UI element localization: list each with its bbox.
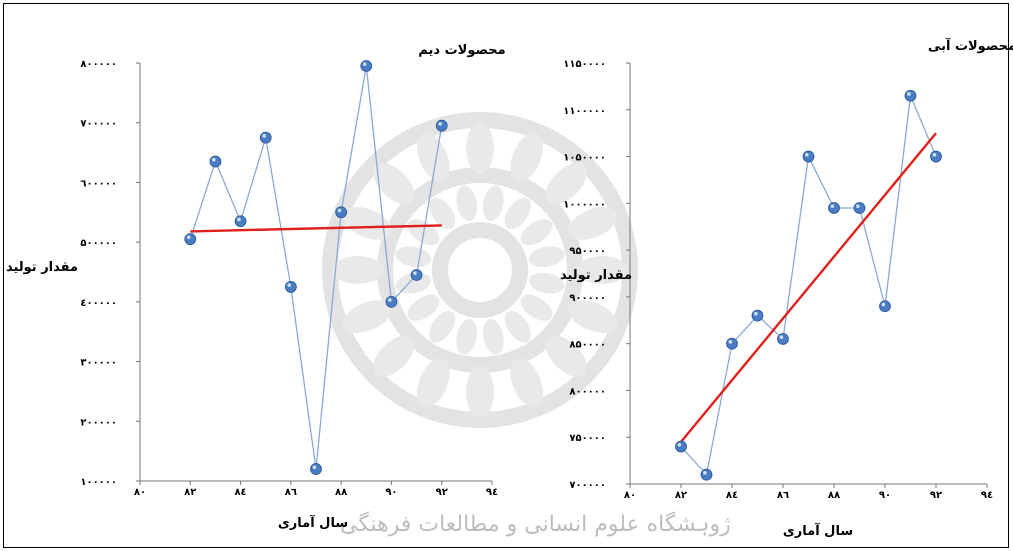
- chart-title: محصولات دیم: [418, 43, 505, 58]
- chart-irrigated: ۷۰۰۰۰۰ ۷۵۰۰۰۰ ۸۰۰۰۰۰ ۸۵۰۰۰۰ ۹۰۰۰۰۰ ۹۵۰۰۰۰ ۱۰۰۰…: [560, 37, 1013, 539]
- y-tick-label: ۷۵۰۰۰۰: [569, 433, 606, 444]
- y-tick-label: ۵۰۰۰۰۰: [80, 238, 117, 249]
- y-tick-label: ۳۰۰۰۰۰: [80, 358, 117, 369]
- data-point: [385, 295, 398, 308]
- data-point: [700, 468, 713, 481]
- data-point-highlight: [907, 92, 911, 96]
- y-tick-label: ٤۰۰۰۰۰: [80, 298, 117, 309]
- x-tick-label: ۸٦: [777, 490, 789, 501]
- data-point-highlight: [212, 157, 216, 162]
- data-point-highlight: [754, 312, 758, 316]
- y-tick-label: ۸۰۰۰۰۰: [80, 59, 117, 70]
- data-point-highlight: [438, 122, 442, 126]
- data-point: [335, 206, 348, 219]
- y-tick-label: ۱۱۰۰۰۰۰: [563, 106, 606, 117]
- chart-title: محصولات آبی: [928, 37, 1013, 54]
- y-axis-label: مقدار تولید: [560, 268, 632, 283]
- x-tick-label: ۸۸: [335, 487, 347, 498]
- data-point: [853, 202, 866, 214]
- data-point: [726, 337, 738, 350]
- y-tick-label: ۱۰۰۰۰۰: [80, 477, 117, 488]
- data-point-highlight: [337, 208, 342, 213]
- chart-dry: ۱۰۰۰۰۰ ۲۰۰۰۰۰ ۳۰۰۰۰۰ ٤۰۰۰۰۰ ۵۰۰۰۰۰ ٦۰۰۰۰۰ ۷۰۰۰…: [6, 43, 506, 531]
- x-tick-label: ۸۲: [675, 490, 687, 501]
- x-tick-label: ۹۰: [879, 490, 891, 501]
- data-point: [930, 150, 942, 163]
- data-point-highlight: [413, 271, 417, 275]
- data-point: [802, 150, 815, 163]
- data-point-highlight: [856, 204, 860, 209]
- trend-line-dry: [190, 224, 442, 233]
- x-tick-label: ۸٤: [726, 490, 738, 501]
- data-point-highlight: [388, 298, 392, 302]
- y-tick-label: ۱۰۰۰۰۰۰: [563, 199, 606, 210]
- y-tick-label: ۸۵۰۰۰۰: [569, 340, 606, 351]
- data-point: [828, 202, 840, 214]
- watermark-text: ژوہشگاه علوم انسانی و مطالعات فرهنگی: [340, 512, 731, 537]
- data-point: [410, 269, 423, 281]
- x-tick-label: ۹۰: [385, 487, 397, 498]
- x-tick-label: ۹٤: [981, 490, 993, 501]
- y-tick-label: ۸۰۰۰۰۰: [569, 386, 606, 397]
- data-point: [751, 309, 764, 322]
- data-point: [284, 281, 297, 293]
- data-point-highlight: [830, 204, 835, 209]
- data-point-highlight: [262, 134, 266, 138]
- data-point: [879, 300, 891, 313]
- data-point: [259, 131, 272, 144]
- data-point: [904, 89, 917, 102]
- data-point: [777, 333, 789, 345]
- y-tick-label: ۷۰۰۰۰۰: [80, 119, 117, 130]
- y-tick-label: ٦۰۰۰۰۰: [80, 178, 117, 189]
- y-axis-label: مقدار تولید: [6, 260, 78, 275]
- y-tick-label: ۷۰۰۰۰۰: [569, 480, 606, 491]
- data-point: [675, 440, 687, 453]
- data-point-highlight: [287, 283, 292, 287]
- data-point: [184, 233, 197, 246]
- data-point: [209, 155, 222, 168]
- data-point-highlight: [881, 302, 886, 307]
- x-axis-label: سال آماری: [278, 514, 348, 531]
- data-point: [234, 215, 247, 228]
- y-tick-label: ۱۱۵۰۰۰۰: [563, 59, 606, 70]
- data-point-highlight: [186, 235, 191, 240]
- data-point: [360, 60, 373, 72]
- data-point-highlight: [779, 335, 784, 339]
- data-point-highlight: [703, 471, 707, 475]
- data-point-highlight: [362, 62, 367, 66]
- x-tick-label: ۹۲: [930, 490, 942, 501]
- data-point-highlight: [728, 340, 733, 344]
- series-line-dry: [189, 65, 443, 470]
- y-tick-label: ۹۵۰۰۰۰: [569, 246, 606, 257]
- x-tick-label: ۸۲: [184, 487, 196, 498]
- x-axis-label: سال آماری: [783, 522, 853, 539]
- y-tick-label: ۹۰۰۰۰۰: [569, 293, 606, 304]
- x-tick-label: ۹٤: [486, 487, 498, 498]
- x-tick-label: ۸۰: [624, 490, 636, 501]
- data-point-highlight: [677, 442, 682, 447]
- figure-frame: [3, 3, 1009, 548]
- y-tick-label: ۲۰۰۰۰۰: [80, 417, 117, 428]
- trend-line-irrigated: [680, 132, 937, 443]
- data-point: [310, 463, 322, 475]
- data-point-highlight: [312, 465, 317, 470]
- x-tick-label: ۸٤: [234, 487, 246, 498]
- y-tick-label: ۱۰۵۰۰۰۰: [563, 153, 606, 164]
- x-tick-label: ۸٦: [285, 487, 297, 498]
- data-point-highlight: [237, 217, 241, 222]
- data-point-highlight: [932, 152, 937, 157]
- data-point-highlight: [805, 152, 809, 157]
- x-tick-label: ۸۸: [828, 490, 840, 501]
- x-tick-label: ۸۰: [134, 487, 146, 498]
- x-tick-label: ۹۲: [436, 487, 448, 498]
- data-point: [435, 119, 448, 132]
